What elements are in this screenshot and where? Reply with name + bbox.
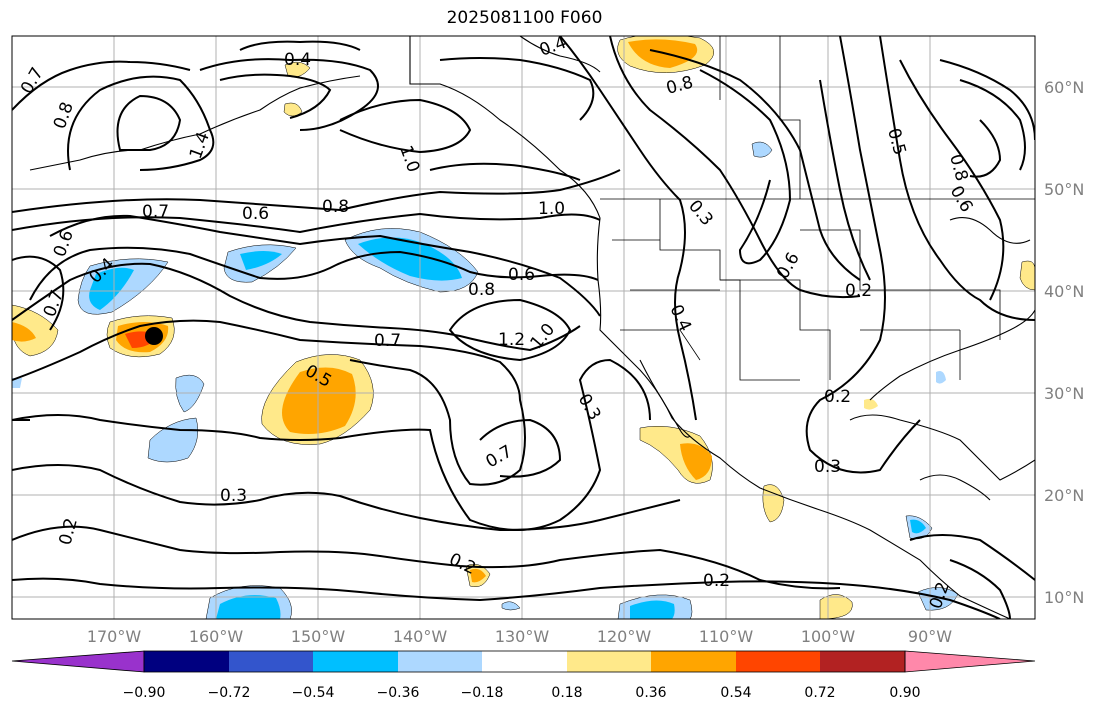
contour-label: 0.6 [242,204,269,224]
lat-label: 60°N [1044,78,1084,97]
contour-label: 0.3 [220,486,247,506]
coastlines [29,36,1035,619]
colorbar-swatch [313,651,398,672]
lat-label: 20°N [1044,486,1084,505]
contour-label: 0.6 [508,265,535,285]
contour-label: 0.3 [814,457,841,477]
colorbar-swatch [567,651,651,672]
colorbar-tick: −0.72 [208,685,251,701]
colorbar-tick: −0.90 [123,685,166,701]
contour-lines [12,36,1035,619]
contour-label: 1.0 [538,199,565,219]
lon-label: 130°W [495,627,550,646]
colorbar-swatch [482,651,567,672]
colorbar-low-extend [11,650,145,673]
lat-label: 10°N [1044,588,1084,607]
lon-label: 140°W [393,627,448,646]
colorbar-tick: 0.90 [889,685,920,701]
lon-label: 90°W [908,627,952,646]
lon-label: 160°W [189,627,244,646]
contour-label: 0.7 [142,202,169,222]
colorbar-high-extend [904,650,1036,673]
map-title: 2025081100 F060 [446,8,603,28]
graticule [12,36,1035,619]
colorbar-swatch [651,651,736,672]
colorbar-swatch [398,651,482,672]
colorbar-tick: 0.36 [635,685,666,701]
colorbar-tick: −0.18 [461,685,504,701]
contour-label: 0.4 [284,50,311,70]
contour-label: 0.2 [703,571,730,591]
lat-label: 40°N [1044,282,1084,301]
colorbar-tick: −0.36 [377,685,420,701]
colorbar-tick: 0.18 [551,685,582,701]
lon-label: 150°W [291,627,346,646]
colorbar-swatch [736,651,820,672]
contour-label: 0.7 [374,331,401,351]
lon-label: 170°W [87,627,142,646]
contour-label: 0.2 [845,281,872,301]
lon-label: 110°W [699,627,754,646]
contour-label: 1.2 [498,330,525,350]
latitude-axis: 60°N 50°N 40°N 30°N 20°N 10°N [1044,78,1084,607]
longitude-axis: 170°W 160°W 150°W 140°W 130°W 120°W 110°… [87,627,952,646]
contour-label: 0.8 [322,197,349,217]
colorbar-tick: 0.72 [804,685,835,701]
colorbar-swatch [229,651,313,672]
lat-label: 30°N [1044,384,1084,403]
lon-label: 100°W [801,627,856,646]
map-panel [12,36,1035,619]
lat-label: 50°N [1044,180,1084,199]
colorbar-tick: −0.54 [292,685,335,701]
storm-center-marker [145,327,163,345]
colorbar-tick: 0.54 [720,685,751,701]
lon-label: 120°W [597,627,652,646]
contour-label: 0.2 [824,387,851,407]
colorbar-swatch [820,651,905,672]
colorbar: −0.90 −0.72 −0.54 −0.36 −0.18 0.18 0.36 … [11,650,1036,701]
map-frame [11,35,1036,620]
contour-label: 0.8 [468,280,495,300]
colorbar-swatch [144,651,229,672]
